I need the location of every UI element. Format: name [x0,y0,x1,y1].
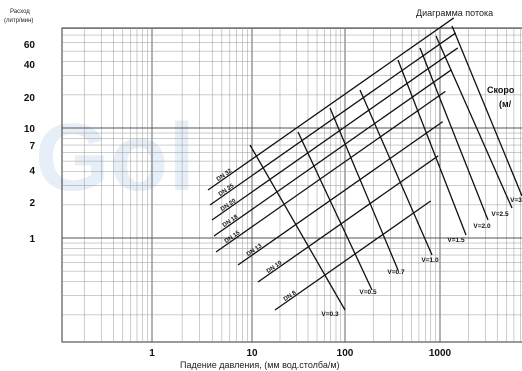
y-tick-label: 10 [24,124,36,135]
dn-label: DN 20 [220,198,238,213]
x-tick-labels: 1 10 100 1000 [149,348,451,359]
dn-label: DN 18 [222,214,240,229]
x-tick-label: 100 [337,348,354,359]
dn-line [274,200,432,311]
velocity-labels-group: V=0.3 V=0.5 V=0.7 V=1.0 V=1.5 V=2.0V=2.5V=3 [321,197,522,318]
velocity-label: V=0.7 [387,269,405,276]
x-tick-label: 1 [149,348,155,359]
velocity-title-line1: Скоро [487,85,515,95]
y-tick-label: 7 [29,141,35,152]
dn-lines-group [207,17,459,311]
dn-label: DN 25 [218,183,236,198]
y-axis-label-line1: Расход [10,9,30,15]
velocity-label: V=0.5 [359,289,377,296]
velocity-line [419,47,489,221]
velocity-label: V=1.0 [421,257,439,264]
x-axis-label: Падение давления, (мм вод.столба/м) [180,360,340,370]
velocity-label: V=2.5 [491,211,509,218]
velocity-line [249,144,346,311]
dn-label: DN 8 [283,290,298,303]
y-axis-label-line2: (литр/мин) [4,18,33,24]
velocity-line [329,107,399,271]
velocity-lines-group [249,25,522,311]
y-tick-label: 60 [24,40,36,51]
y-tick-label: 2 [29,198,35,209]
dn-line [257,155,439,283]
velocity-line [435,35,513,209]
velocity-line [397,59,467,236]
velocity-label: V=3 [510,197,522,204]
velocity-line [359,89,433,256]
y-tick-label: 20 [24,93,36,104]
velocity-label: V=0.3 [321,311,339,318]
dn-line [215,90,446,253]
x-tick-label: 10 [246,348,258,359]
velocity-label: V=2.0 [473,223,491,230]
plot-frame [61,27,522,343]
velocity-label: V=1.5 [447,237,465,244]
watermark-text: Gol [35,104,195,211]
dn-label: DN 32 [216,168,234,183]
y-tick-label: 1 [29,234,35,245]
dn-line [237,121,444,266]
chart-title: Диаграмма потока [416,8,493,18]
chart-grid [61,27,522,343]
x-tick-label: 1000 [429,348,452,359]
velocity-line [451,25,522,197]
dn-line [211,47,459,221]
dn-line [209,32,457,206]
dn-label: DN 15 [224,230,242,245]
y-tick-label: 40 [24,60,36,71]
velocity-title-line2: (м/ [499,99,512,109]
dn-line [207,17,455,191]
dn-label: DN 13 [246,243,264,258]
velocity-line [297,131,373,291]
y-tick-label: 4 [29,166,35,177]
y-tick-labels: 60 40 20 10 7 4 2 1 [24,40,36,245]
dn-label: DN 10 [266,260,284,275]
